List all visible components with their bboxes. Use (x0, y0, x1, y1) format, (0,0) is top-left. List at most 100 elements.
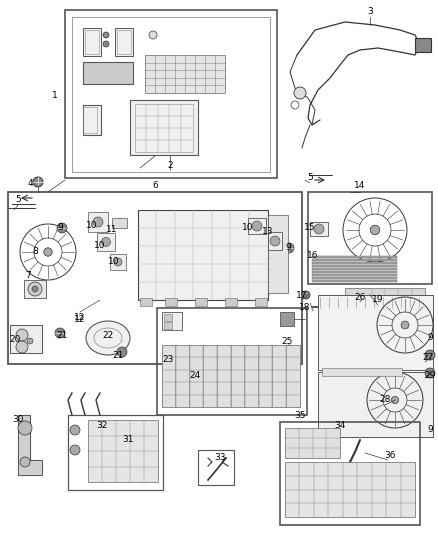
Bar (308, 192, 432, 284)
Circle shape (27, 338, 33, 344)
Circle shape (18, 421, 32, 435)
Text: 19: 19 (372, 295, 384, 304)
Text: 27: 27 (422, 353, 434, 362)
Text: 16: 16 (307, 251, 319, 260)
Bar (312, 256, 397, 258)
Circle shape (284, 243, 294, 253)
Bar (145, 55, 225, 93)
Bar (162, 312, 182, 330)
Text: 3: 3 (367, 7, 373, 17)
Circle shape (114, 258, 122, 266)
Bar (162, 345, 300, 407)
Bar (280, 422, 420, 525)
Bar (130, 100, 198, 155)
Text: 21: 21 (112, 351, 124, 359)
Text: 24: 24 (189, 370, 201, 379)
Text: 5: 5 (307, 174, 313, 182)
Bar (248, 218, 266, 234)
Circle shape (102, 238, 110, 246)
Text: 26: 26 (354, 294, 366, 303)
Circle shape (314, 224, 324, 234)
Text: 12: 12 (74, 313, 86, 322)
Text: 9: 9 (427, 425, 433, 434)
Bar (310, 222, 328, 236)
Bar (195, 298, 207, 306)
Text: 9: 9 (427, 334, 433, 343)
Bar (322, 368, 402, 376)
Text: 34: 34 (334, 421, 346, 430)
Bar (318, 295, 433, 370)
Bar (85, 30, 99, 54)
Circle shape (149, 31, 157, 39)
Bar (415, 38, 431, 52)
Circle shape (302, 291, 310, 299)
Circle shape (33, 177, 43, 187)
Bar (8, 192, 302, 364)
Bar (280, 312, 294, 326)
Circle shape (425, 350, 435, 360)
Bar (312, 280, 397, 282)
Bar (198, 450, 234, 485)
Bar (110, 254, 126, 270)
Bar (135, 104, 193, 152)
Text: 4: 4 (27, 179, 33, 188)
Bar (24, 280, 46, 298)
Circle shape (117, 347, 127, 357)
Text: 23: 23 (162, 356, 174, 365)
Bar (157, 308, 307, 415)
Text: 17: 17 (296, 290, 308, 300)
Text: 32: 32 (96, 421, 108, 430)
Text: 14: 14 (354, 181, 366, 190)
Bar (138, 210, 268, 300)
Text: 28: 28 (379, 395, 391, 405)
Text: 7: 7 (25, 271, 31, 279)
Circle shape (425, 368, 435, 378)
Text: 13: 13 (262, 228, 274, 237)
Circle shape (252, 221, 262, 231)
Circle shape (103, 41, 109, 47)
Bar (83, 107, 97, 133)
Text: 10: 10 (108, 257, 120, 266)
Circle shape (349, 482, 361, 494)
Bar (65, 10, 277, 178)
Circle shape (401, 321, 409, 329)
Circle shape (93, 217, 103, 227)
Circle shape (28, 282, 42, 296)
Text: 1: 1 (52, 91, 58, 100)
Circle shape (370, 225, 380, 235)
Bar (10, 325, 42, 353)
Bar (312, 274, 397, 276)
Circle shape (57, 223, 67, 233)
Circle shape (103, 32, 109, 38)
Text: 8: 8 (32, 247, 38, 256)
Polygon shape (18, 415, 42, 475)
Bar (140, 298, 152, 306)
Bar (285, 428, 340, 458)
Bar (165, 298, 177, 306)
Text: 36: 36 (384, 450, 396, 459)
Bar (225, 298, 237, 306)
Bar (268, 215, 288, 293)
Bar (83, 62, 133, 84)
Bar (312, 262, 397, 264)
Text: 6: 6 (152, 181, 158, 190)
Bar (112, 218, 127, 228)
Bar (312, 277, 397, 279)
Bar (97, 233, 115, 251)
Text: 2: 2 (167, 160, 173, 169)
Text: 18: 18 (299, 303, 311, 312)
Text: 9: 9 (285, 244, 291, 253)
Bar (115, 28, 133, 56)
Circle shape (44, 248, 52, 256)
Circle shape (392, 397, 399, 403)
Bar (285, 462, 415, 517)
Text: 33: 33 (214, 454, 226, 463)
Text: 9: 9 (57, 223, 63, 232)
Bar (268, 232, 282, 250)
Circle shape (55, 328, 65, 338)
Bar (312, 271, 397, 273)
Text: 25: 25 (281, 337, 293, 346)
Bar (164, 322, 172, 329)
Text: 20: 20 (9, 335, 21, 344)
Text: 10: 10 (86, 221, 98, 230)
